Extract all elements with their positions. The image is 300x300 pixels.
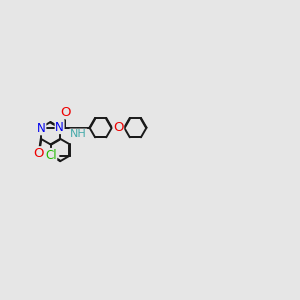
Text: O: O [113,121,124,134]
Text: N: N [37,122,46,135]
Text: Cl: Cl [45,148,57,161]
Text: N: N [55,121,64,134]
Text: O: O [60,106,71,119]
Text: O: O [33,147,44,160]
Text: NH: NH [70,129,87,139]
